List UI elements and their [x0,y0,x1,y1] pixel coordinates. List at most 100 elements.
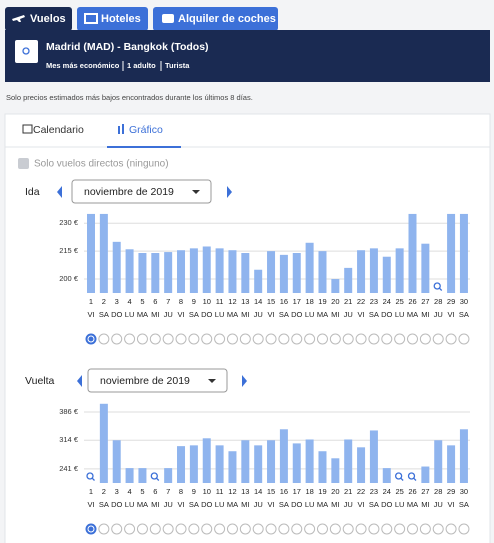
bar[interactable] [279,254,288,293]
page-dot[interactable] [304,333,316,345]
bar[interactable] [202,246,211,293]
page-dot[interactable] [355,333,367,345]
bar[interactable] [267,440,276,483]
page-dot[interactable] [136,523,148,535]
page-dot[interactable] [419,333,431,345]
bar[interactable] [318,251,327,293]
bar[interactable] [215,248,224,293]
bar[interactable] [215,445,224,483]
page-dot[interactable] [188,333,200,345]
bar[interactable] [357,447,366,483]
month-select[interactable] [71,179,212,204]
bar[interactable] [447,445,456,483]
bar[interactable] [267,251,276,293]
page-dot[interactable] [136,333,148,345]
bar[interactable] [408,213,417,293]
bar[interactable] [112,440,121,483]
bar[interactable] [331,279,340,293]
bar[interactable] [177,250,186,293]
month-select[interactable] [87,368,228,393]
bar[interactable] [99,213,108,293]
page-dot[interactable] [175,523,187,535]
bar[interactable] [254,269,263,293]
page-dot[interactable] [316,333,328,345]
next-arrow[interactable] [242,375,247,387]
page-dot[interactable] [368,333,380,345]
page-dot[interactable] [355,523,367,535]
bar[interactable] [331,458,340,483]
page-dot[interactable] [342,523,354,535]
bar[interactable] [459,213,468,293]
bar[interactable] [421,466,430,483]
page-dot[interactable] [124,523,136,535]
page-dot[interactable] [214,523,226,535]
page-dot[interactable] [226,333,238,345]
checkbox[interactable] [18,158,29,169]
page-dot[interactable] [291,523,303,535]
bar[interactable] [164,468,173,483]
page-dot[interactable] [111,333,123,345]
page-dot[interactable] [394,523,406,535]
bar[interactable] [318,451,327,483]
bar[interactable] [87,213,95,293]
page-dot[interactable] [278,523,290,535]
bar[interactable] [189,248,198,293]
bar[interactable] [99,403,108,483]
bar[interactable] [241,440,250,483]
bar[interactable] [369,430,378,483]
bar[interactable] [254,445,263,483]
bar[interactable] [241,253,250,293]
bar[interactable] [279,429,288,483]
page-dot[interactable] [239,333,251,345]
bar[interactable] [459,429,468,483]
bar[interactable] [189,445,198,483]
page-dot[interactable] [111,523,123,535]
prev-arrow[interactable] [77,375,82,387]
prev-arrow[interactable] [57,186,62,198]
bar[interactable] [112,241,121,293]
page-dot[interactable] [329,523,341,535]
bar[interactable] [344,439,353,483]
bar[interactable] [305,242,314,293]
page-dot[interactable] [368,523,380,535]
bar[interactable] [421,243,430,293]
page-dot[interactable] [458,333,470,345]
page-dot[interactable] [445,333,457,345]
page-dot[interactable] [149,333,161,345]
page-dot[interactable] [291,333,303,345]
page-dot[interactable] [265,333,277,345]
bar[interactable] [395,248,404,293]
bar[interactable] [202,438,211,483]
page-dot[interactable] [329,333,341,345]
bar[interactable] [151,253,160,293]
tab[interactable] [153,7,278,31]
bar[interactable] [292,253,301,293]
page-dot[interactable] [342,333,354,345]
bar[interactable] [305,439,314,483]
page-dot[interactable] [201,523,213,535]
page-dot[interactable] [304,523,316,535]
page-dot[interactable] [162,333,174,345]
search-icon[interactable] [407,472,416,480]
page-dot[interactable] [175,333,187,345]
page-dot[interactable] [252,523,264,535]
search-icon[interactable] [394,472,403,480]
bar[interactable] [228,250,237,293]
bar[interactable] [292,443,301,483]
bar[interactable] [138,253,147,293]
bar[interactable] [357,250,366,293]
page-dot[interactable] [458,523,470,535]
page-dot[interactable] [149,523,161,535]
page-dot[interactable] [188,523,200,535]
page-dot[interactable] [239,523,251,535]
bar[interactable] [138,468,147,483]
page-dot[interactable] [265,523,277,535]
page-dot[interactable] [316,523,328,535]
bar[interactable] [177,446,186,483]
bar[interactable] [125,468,134,483]
page-dot[interactable] [98,523,110,535]
page-dot[interactable] [214,333,226,345]
page-dot[interactable] [407,333,418,345]
view-tab[interactable]: Calendario [33,124,84,136]
search-icon[interactable] [150,472,158,480]
